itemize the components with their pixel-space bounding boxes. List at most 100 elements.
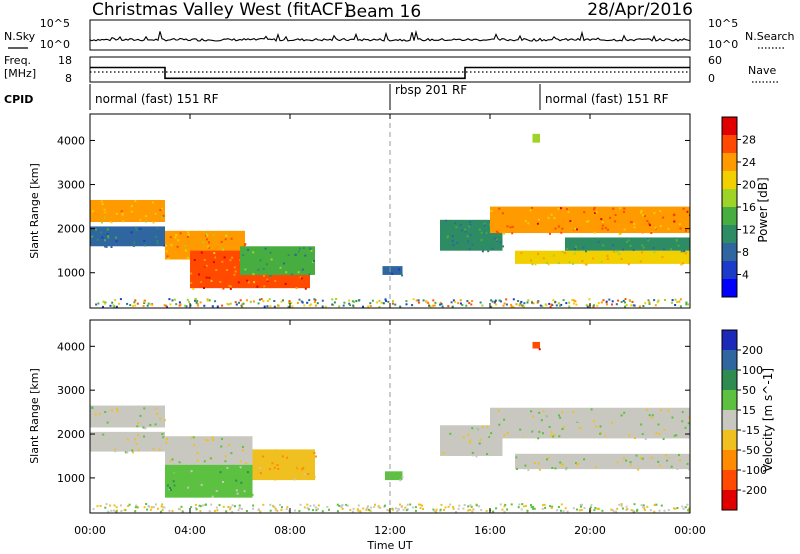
heatmap-cell [597, 241, 600, 244]
heatmap-cell [215, 489, 218, 492]
heatmap-cell [522, 305, 525, 308]
heatmap-cell [560, 303, 563, 306]
colorbar-tick-label: 8 [742, 246, 749, 259]
heatmap-cell [236, 492, 239, 495]
heatmap-cell [677, 244, 680, 247]
heatmap-cell [578, 238, 581, 241]
heatmap-cell [93, 216, 96, 219]
heatmap-cell [658, 433, 661, 435]
heatmap-cell [642, 305, 645, 307]
nsky-trace [89, 29, 691, 42]
heatmap-cell [262, 455, 265, 458]
heatmap-cell [285, 508, 288, 511]
heatmap-cell [523, 302, 526, 305]
heatmap-cell [173, 253, 176, 255]
heatmap-cell [465, 304, 468, 307]
heatmap-cell [226, 302, 229, 305]
heatmap-cell [674, 256, 677, 258]
heatmap-cell [559, 416, 562, 419]
heatmap-cell [294, 453, 297, 456]
heatmap-cell [565, 302, 568, 305]
heatmap-cell [231, 468, 234, 471]
heatmap-cell [147, 504, 150, 507]
heatmap-cell [246, 439, 249, 442]
heatmap-cell [679, 305, 682, 308]
heatmap-cell [417, 301, 420, 304]
heatmap-cell [610, 261, 612, 264]
heatmap-cell [385, 299, 387, 302]
heatmap-cell [522, 212, 525, 215]
heatmap-cell [532, 505, 535, 508]
heatmap-cell [185, 305, 188, 308]
heatmap-cell [470, 505, 473, 508]
heatmap-cell [549, 232, 551, 235]
heatmap-cell [472, 454, 474, 457]
heatmap-cell [575, 303, 578, 306]
heatmap-cell [587, 222, 590, 225]
heatmap-cell [595, 211, 598, 214]
heatmap-cell [189, 448, 192, 451]
heatmap-cell [342, 304, 345, 307]
heatmap-cell [549, 305, 552, 308]
heatmap-cell [399, 503, 401, 506]
heatmap-cell [451, 240, 454, 242]
heatmap-cell [287, 305, 290, 308]
heatmap-cell [444, 506, 447, 509]
heatmap-cell [226, 273, 229, 276]
heatmap-cell [541, 412, 544, 415]
heatmap-cell [205, 456, 208, 459]
heatmap-cell [556, 257, 559, 260]
heatmap-cell [478, 228, 481, 231]
heatmap-cell [599, 220, 602, 223]
heatmap-cell [302, 247, 305, 250]
heatmap-cell [285, 271, 288, 274]
heatmap-cell [604, 226, 607, 229]
heatmap-cell [94, 413, 97, 416]
heatmap-cell [194, 503, 197, 506]
heatmap-cell [451, 451, 454, 454]
colorbar-segment [722, 330, 737, 351]
heatmap-cell [422, 508, 424, 510]
heatmap-cell [632, 509, 635, 512]
heatmap-cell [537, 135, 540, 138]
heatmap-cell [645, 220, 648, 223]
heatmap-cell [517, 300, 520, 302]
heatmap-cell [518, 425, 521, 428]
time-axis: 00:00 04:00 08:00 12:00 16:00 20:00 00:00 [74, 114, 706, 537]
heatmap-cell [543, 416, 545, 419]
heatmap-cell [113, 432, 116, 435]
heatmap-cell [517, 420, 520, 423]
heatmap-cell [496, 239, 499, 242]
heatmap-cell [428, 304, 431, 307]
heatmap-cell [634, 238, 637, 241]
heatmap-cell [648, 414, 651, 417]
colorbar-tick-label: 200 [742, 344, 763, 357]
heatmap-cell [510, 303, 513, 306]
heatmap-cell [310, 249, 313, 252]
heatmap-cell [242, 254, 245, 257]
heatmap-cell [276, 464, 279, 466]
heatmap-cell [518, 206, 521, 209]
heatmap-cell [135, 442, 138, 445]
heatmap-cell [679, 227, 682, 230]
heatmap-cell [206, 260, 209, 263]
heatmap-cell [527, 299, 530, 302]
heatmap-cell [352, 304, 355, 307]
heatmap-cell [684, 252, 687, 255]
heatmap-cell [165, 250, 168, 253]
heatmap-cell [452, 425, 455, 428]
heatmap-cell [139, 219, 142, 222]
heatmap-cell [587, 419, 590, 422]
heatmap-cell [145, 220, 147, 223]
heatmap-cell [471, 510, 474, 513]
heatmap-cell [96, 447, 99, 450]
heatmap-cell [114, 450, 117, 453]
heatmap-cell [194, 507, 197, 510]
heatmap-cell [614, 214, 617, 216]
heatmap-cell [280, 300, 283, 303]
heatmap-cell [462, 436, 465, 439]
heatmap-cell [149, 235, 151, 238]
x-tick-label: 08:00 [274, 524, 306, 537]
heatmap-cell [629, 461, 632, 464]
heatmap-cell [419, 503, 422, 506]
